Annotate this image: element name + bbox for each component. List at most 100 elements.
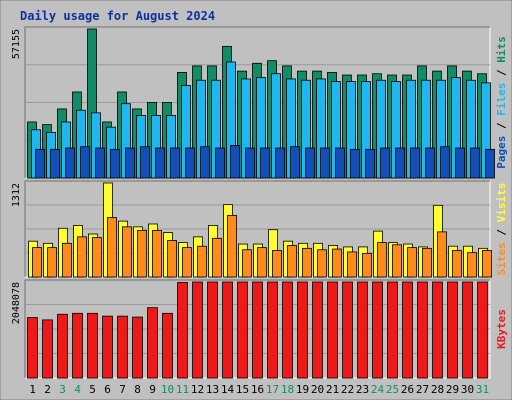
bar-sites-19 xyxy=(302,247,312,278)
x-tick-label-29: 29 xyxy=(446,383,459,396)
bar-pages-22 xyxy=(350,148,360,179)
bar-kbytes-24 xyxy=(372,281,383,379)
bar-kbytes-4 xyxy=(72,312,83,379)
x-tick-label-13: 13 xyxy=(206,383,219,396)
bar-kbytes-13 xyxy=(207,281,218,379)
bar-pages-31 xyxy=(485,148,495,179)
bar-kbytes-23 xyxy=(357,281,368,379)
bar-sites-26 xyxy=(407,247,417,278)
legend-item-files: Files xyxy=(495,83,508,116)
x-tick-label-12: 12 xyxy=(191,383,204,396)
x-tick-label-7: 7 xyxy=(119,383,126,396)
bar-sites-20 xyxy=(317,249,327,278)
bar-kbytes-6 xyxy=(102,315,113,379)
bar-sites-28 xyxy=(437,231,447,278)
bar-pages-24 xyxy=(380,147,390,179)
bar-pages-3 xyxy=(65,147,75,179)
bar-sites-25 xyxy=(392,244,402,278)
bar-kbytes-18 xyxy=(282,281,293,379)
bar-pages-11 xyxy=(185,147,195,179)
bar-pages-2 xyxy=(50,148,60,179)
bar-pages-29 xyxy=(455,147,465,179)
bar-sites-29 xyxy=(452,250,462,278)
bar-kbytes-19 xyxy=(297,281,308,379)
bar-sites-27 xyxy=(422,247,432,278)
bar-pages-15 xyxy=(245,147,255,179)
x-tick-label-2: 2 xyxy=(44,383,51,396)
bar-sites-6 xyxy=(107,217,117,278)
chart-panels: 57155 Pages / Files / Hits 1312 Sites / Vis… xyxy=(11,26,508,379)
bar-sites-11 xyxy=(182,247,192,278)
panel-legend-label: KBytes xyxy=(495,309,508,349)
series-files xyxy=(31,61,491,179)
bar-pages-17 xyxy=(275,147,285,179)
panel-bevel xyxy=(24,180,490,277)
bar-sites-14 xyxy=(227,214,237,278)
bar-sites-13 xyxy=(212,237,222,278)
bar-kbytes-3 xyxy=(57,313,68,379)
bar-sites-22 xyxy=(347,251,357,278)
bar-kbytes-1 xyxy=(27,317,38,379)
bar-sites-31 xyxy=(482,250,492,278)
x-tick-label-3: 3 xyxy=(59,383,66,396)
bar-pages-26 xyxy=(410,147,420,179)
legend-item-visits: Visits xyxy=(495,183,508,223)
bar-kbytes-12 xyxy=(192,281,203,379)
bar-sites-12 xyxy=(197,245,207,278)
bar-kbytes-14 xyxy=(222,281,233,379)
x-tick-label-31: 31 xyxy=(476,383,489,396)
x-tick-label-8: 8 xyxy=(134,383,141,396)
bar-kbytes-5 xyxy=(87,312,98,379)
bar-pages-28 xyxy=(440,146,450,179)
x-tick-label-26: 26 xyxy=(401,383,414,396)
bar-sites-21 xyxy=(332,248,342,278)
bar-kbytes-11 xyxy=(177,281,188,379)
legend-separator: / xyxy=(495,116,508,136)
bar-kbytes-16 xyxy=(252,281,263,379)
bar-pages-13 xyxy=(215,147,225,179)
x-tick-label-14: 14 xyxy=(221,383,235,396)
bar-pages-6 xyxy=(110,148,120,179)
bar-pages-5 xyxy=(95,147,105,179)
x-tick-label-15: 15 xyxy=(236,383,249,396)
bar-kbytes-22 xyxy=(342,281,353,379)
bar-sites-30 xyxy=(467,252,477,278)
bar-kbytes-26 xyxy=(402,281,413,379)
bar-sites-16 xyxy=(257,247,267,278)
bar-kbytes-27 xyxy=(417,281,428,379)
bar-sites-5 xyxy=(92,237,102,278)
bar-sites-9 xyxy=(152,230,162,278)
bar-pages-18 xyxy=(290,146,300,179)
bar-pages-27 xyxy=(425,147,435,179)
bar-kbytes-31 xyxy=(477,281,488,379)
x-tick-label-6: 6 xyxy=(104,383,111,396)
bar-kbytes-30 xyxy=(462,281,473,379)
panel-legend-label: Pages / Files / Hits xyxy=(495,36,508,169)
bar-kbytes-25 xyxy=(387,281,398,379)
bar-sites-15 xyxy=(242,249,252,278)
bar-sites-23 xyxy=(362,252,372,278)
legend-separator: / xyxy=(495,63,508,83)
bar-sites-17 xyxy=(272,250,282,278)
x-tick-label-17: 17 xyxy=(266,383,279,396)
bar-pages-14 xyxy=(230,145,240,179)
legend-separator: / xyxy=(495,222,508,242)
panel-visits-sites: 1312 Sites / Visits xyxy=(11,180,508,278)
panel-hits-files-pages: 57155 Pages / Files / Hits xyxy=(11,26,508,179)
bar-sites-10 xyxy=(167,240,177,278)
bar-sites-2 xyxy=(47,247,57,278)
panel-bevel xyxy=(24,26,490,178)
x-tick-label-24: 24 xyxy=(371,383,385,396)
panel-kbytes: 2048078 KBytes xyxy=(11,279,508,379)
bar-pages-7 xyxy=(125,147,135,179)
legend-item-pages: Pages xyxy=(495,136,508,169)
bar-pages-1 xyxy=(35,148,45,179)
x-tick-label-30: 30 xyxy=(461,383,474,396)
bar-kbytes-28 xyxy=(432,281,443,379)
bar-kbytes-15 xyxy=(237,281,248,379)
bar-pages-25 xyxy=(395,147,405,179)
x-tick-label-16: 16 xyxy=(251,383,264,396)
x-tick-label-9: 9 xyxy=(149,383,156,396)
panel-max-label: 2048078 xyxy=(11,282,22,324)
x-axis: 1 2 3 4 5 6 7 8 9 10 11 12 13 14 15 16 17 18 19 20 21 22 23 24 2… xyxy=(29,383,489,396)
